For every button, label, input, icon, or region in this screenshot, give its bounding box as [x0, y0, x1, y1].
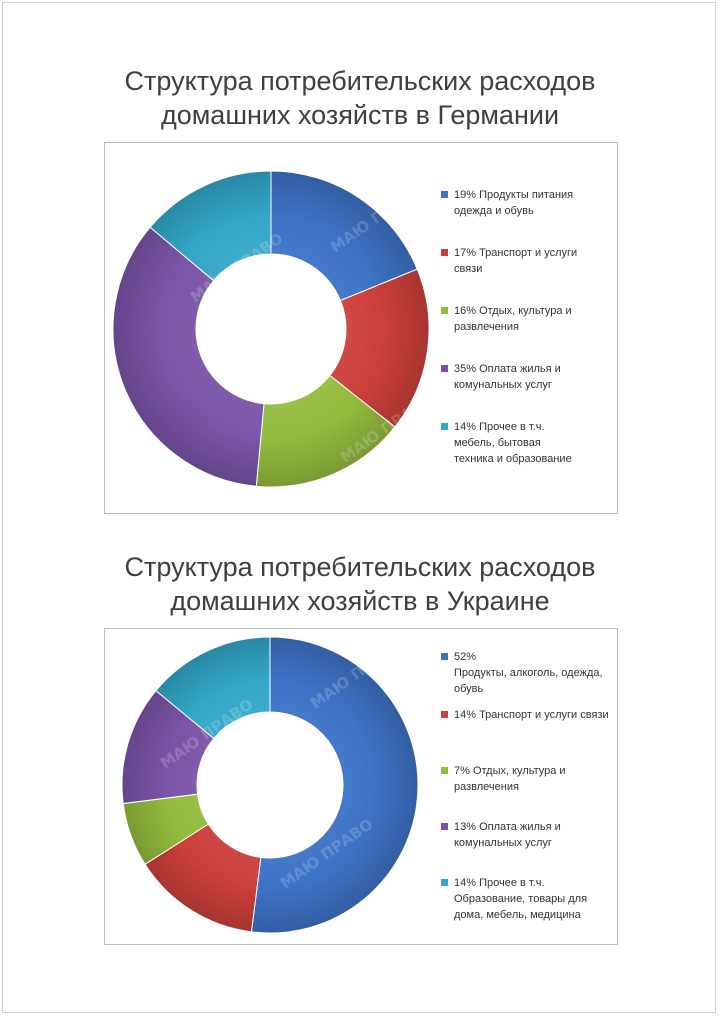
chart-title-germany: Структура потребительских расходов домаш…: [60, 64, 660, 132]
legend-swatch: [441, 767, 448, 774]
chart-title-line: домашних хозяйств в Украине: [170, 586, 550, 616]
legend-item: 14% Транспорт и услуги связи: [441, 707, 611, 723]
legend-swatch: [441, 191, 448, 198]
legend-item: 19% Продукты питания одежда и обувь: [441, 187, 611, 219]
legend-item: 17% Транспорт и услуги связи: [441, 245, 611, 277]
chart-title-line: Структура потребительских расходов: [124, 552, 596, 582]
donut-slice: [329, 268, 430, 428]
legend-item: 7% Отдых, культура и развлечения: [441, 763, 611, 795]
legend-label: 7% Отдых, культура и развлечения: [454, 765, 566, 793]
legend-label: 14% Транспорт и услуги связи: [454, 709, 609, 721]
legend-label: 16% Отдых, культура и развлечения: [454, 305, 572, 333]
legend-label: 35% Оплата жилья и комунальных услуг: [454, 363, 561, 391]
legend-swatch: [441, 365, 448, 372]
donut-slice: [112, 226, 265, 487]
chart-ukraine: МАЮ ПРАВО МАЮ ПРАВО МАЮ ПРАВО 52% Продукты…: [104, 628, 618, 945]
legend-item: 52% Продукты, алкоголь, одежда, обувь: [441, 649, 611, 697]
legend-swatch: [441, 423, 448, 430]
chart-title-line: Структура потребительских расходов: [124, 66, 596, 96]
legend-label: 13% Оплата жилья и комунальных услуг: [454, 821, 561, 849]
legend-label: 17% Транспорт и услуги связи: [454, 247, 578, 275]
legend-item: 14% Прочее в т.ч. мебель, бытовая техник…: [441, 419, 611, 467]
legend-swatch: [441, 653, 448, 660]
legend-label: 14% Прочее в т.ч. мебель, бытовая техник…: [454, 421, 572, 465]
chart-germany: МАЮ ПРАВО МАЮ ПРАВО МАЮ ПРАВО 19% Продукты…: [104, 142, 618, 514]
donut-slice: [149, 170, 272, 282]
legend-swatch: [441, 711, 448, 718]
chart-title-line: домашних хозяйств в Германии: [160, 100, 560, 130]
legend-swatch: [441, 307, 448, 314]
legend-swatch: [441, 879, 448, 886]
legend-item: 14% Прочее в т.ч. Образование, товары дл…: [441, 875, 611, 923]
donut-slice: [155, 636, 271, 740]
donut-slice: [250, 636, 419, 934]
legend-item: 35% Оплата жилья и комунальных услуг: [441, 361, 611, 393]
donut-slice: [270, 170, 418, 302]
legend-swatch: [441, 823, 448, 830]
legend-label: 14% Прочее в т.ч. Образование, товары дл…: [454, 877, 588, 921]
legend-item: 16% Отдых, культура и развлечения: [441, 303, 611, 335]
chart-title-ukraine: Структура потребительских расходов домаш…: [60, 550, 660, 618]
donut-slice: [255, 374, 396, 488]
legend-swatch: [441, 249, 448, 256]
legend-label: 52% Продукты, алкоголь, одежда, обувь: [454, 651, 603, 695]
legend-label: 19% Продукты питания одежда и обувь: [454, 189, 574, 217]
legend-item: 13% Оплата жилья и комунальных услуг: [441, 819, 611, 851]
